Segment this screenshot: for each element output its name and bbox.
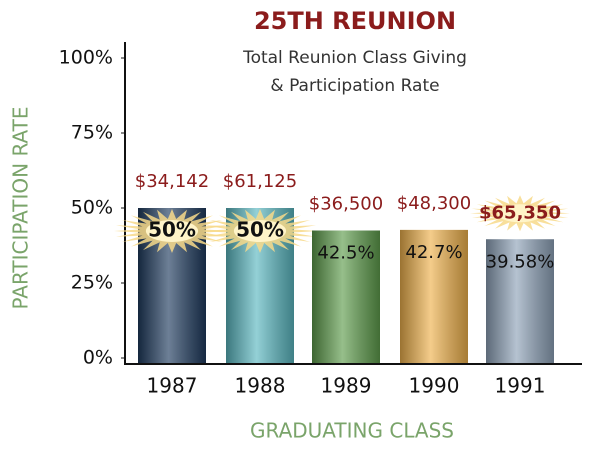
y-tick-label: 100% xyxy=(59,47,113,69)
x-tick-label: 1987 xyxy=(147,374,198,398)
value-label: 39.58% xyxy=(486,251,555,272)
y-tick-label: 0% xyxy=(83,347,113,369)
value-label: 50% xyxy=(148,218,196,242)
y-axis-label: PARTICIPATION RATE xyxy=(9,106,33,309)
starburst-core xyxy=(145,220,199,242)
starburst-core xyxy=(497,204,543,223)
value-label: 42.7% xyxy=(405,242,462,263)
y-tick-label: 75% xyxy=(71,122,113,144)
x-tick-label: 1990 xyxy=(409,374,460,398)
value-label: 50% xyxy=(236,218,284,242)
x-tick-label: 1991 xyxy=(495,374,546,398)
x-axis-label: GRADUATING CLASS xyxy=(250,419,454,443)
y-tick-label: 25% xyxy=(71,272,113,294)
subtitle: & Participation Rate xyxy=(270,76,439,96)
giving-label: $61,125 xyxy=(223,171,297,192)
value-label: 42.5% xyxy=(317,243,374,264)
x-tick-label: 1988 xyxy=(235,374,286,398)
giving-label: $36,500 xyxy=(309,194,383,215)
giving-label: $48,300 xyxy=(397,193,471,214)
bar-shade xyxy=(312,230,380,363)
chart-title: 25TH REUNION xyxy=(254,7,456,35)
bar-shade xyxy=(486,239,554,363)
subtitle: Total Reunion Class Giving xyxy=(242,48,467,68)
x-tick-label: 1989 xyxy=(321,374,372,398)
giving-label: $34,142 xyxy=(135,171,209,192)
bar-shade xyxy=(400,229,468,363)
y-tick-label: 50% xyxy=(71,197,113,219)
starburst-core xyxy=(233,220,287,242)
giving-label: $65,350 xyxy=(479,202,561,223)
